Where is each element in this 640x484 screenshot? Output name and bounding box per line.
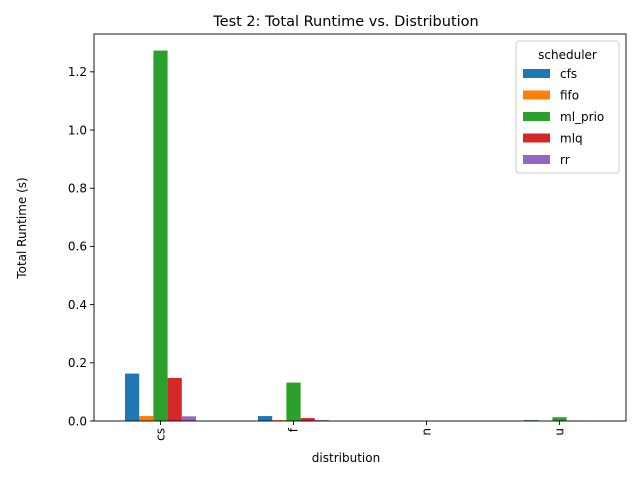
- legend-label-cfs: cfs: [560, 67, 577, 81]
- y-tick-label: 1.2: [68, 65, 87, 79]
- bar-rr-cs: [182, 416, 196, 421]
- y-tick-label: 0.6: [68, 240, 87, 254]
- legend-label-rr: rr: [560, 153, 570, 167]
- x-tick-label: u: [553, 428, 567, 436]
- bar-ml_prio-u: [552, 417, 566, 421]
- legend-swatch-ml_prio: [523, 112, 550, 121]
- y-tick-label: 0.2: [68, 356, 87, 370]
- bar-mlq-cs: [168, 378, 182, 421]
- y-tick-label: 0.4: [68, 298, 87, 312]
- x-tick-label: n: [420, 428, 434, 436]
- bar-ml_prio-f: [286, 383, 300, 421]
- legend-swatch-cfs: [523, 69, 550, 78]
- y-tick-label: 1.0: [68, 123, 87, 137]
- bar-cfs-f: [258, 416, 272, 421]
- chart-title: Test 2: Total Runtime vs. Distribution: [212, 14, 478, 30]
- legend-label-ml_prio: ml_prio: [560, 110, 604, 124]
- legend-label-mlq: mlq: [560, 132, 583, 146]
- bar-fifo-cs: [139, 416, 153, 421]
- legend-title: scheduler: [538, 48, 597, 62]
- legend-swatch-rr: [523, 155, 550, 164]
- y-tick-label: 0.8: [68, 182, 87, 196]
- y-tick-label: 0.0: [68, 414, 87, 428]
- legend-swatch-mlq: [523, 134, 550, 143]
- bar-ml_prio-cs: [153, 51, 167, 421]
- x-axis-label: distribution: [312, 451, 380, 465]
- x-tick-label: cs: [154, 428, 168, 441]
- y-axis-label: Total Runtime (s): [15, 177, 29, 279]
- legend-label-fifo: fifo: [560, 89, 579, 103]
- legend-swatch-fifo: [523, 91, 550, 100]
- bar-cfs-cs: [125, 374, 139, 421]
